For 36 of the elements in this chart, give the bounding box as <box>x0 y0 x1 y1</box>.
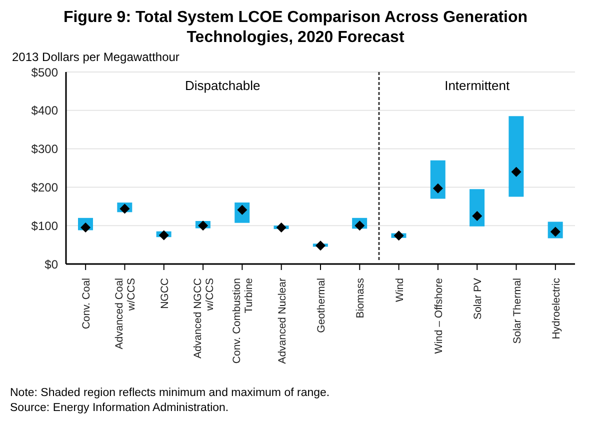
x-tick-label: Wind – Offshore <box>432 278 445 354</box>
x-tick-label: Geothermal <box>316 278 328 333</box>
x-tick-label: Conv. Coal <box>80 278 93 330</box>
x-tick-label: Wind <box>394 278 406 302</box>
y-axis-title: 2013 Dollars per Megawatthour <box>12 50 180 64</box>
y-tick-label: $400 <box>31 104 58 118</box>
x-tick-label: Advanced Nuclear <box>276 278 288 364</box>
y-tick-label: $300 <box>31 142 58 156</box>
bar <box>508 116 524 197</box>
point <box>158 230 169 240</box>
y-tick-label: $100 <box>31 218 58 233</box>
bar <box>470 189 485 226</box>
x-tick-label: Advanced Coal w/CCS <box>114 278 138 350</box>
x-tick-label: Hydroelectric <box>550 278 562 340</box>
point <box>472 211 482 221</box>
point <box>316 240 326 251</box>
y-tick-label: $500 <box>31 65 58 80</box>
point <box>394 230 404 241</box>
x-tick-label: Advanced NGCC w/CCS <box>192 278 216 359</box>
x-tick-label: Biomass <box>354 278 367 318</box>
x-tick-label: Solar PV <box>472 278 484 320</box>
x-tick-label: NGCC <box>158 278 171 309</box>
text: Note: Shaded region reflects minimum and maximum of range. <box>10 386 331 401</box>
point <box>120 204 130 214</box>
point <box>432 183 443 194</box>
annotation: Intermittent <box>444 78 510 93</box>
y-tick-label: $0 <box>44 257 58 272</box>
point <box>511 166 522 177</box>
x-tick-label: Solar Thermal <box>511 278 524 344</box>
point <box>198 220 208 231</box>
annotation: Dispatchable <box>185 78 260 93</box>
point <box>276 222 286 233</box>
y-tick-label: $200 <box>31 180 58 194</box>
source-note: Source: Energy Information Administration. <box>10 401 230 416</box>
bar <box>430 160 446 199</box>
chart-title: Figure 9: Total System LCOE Comparison Across Generation Technologies, 2020 Forecast <box>62 8 529 48</box>
